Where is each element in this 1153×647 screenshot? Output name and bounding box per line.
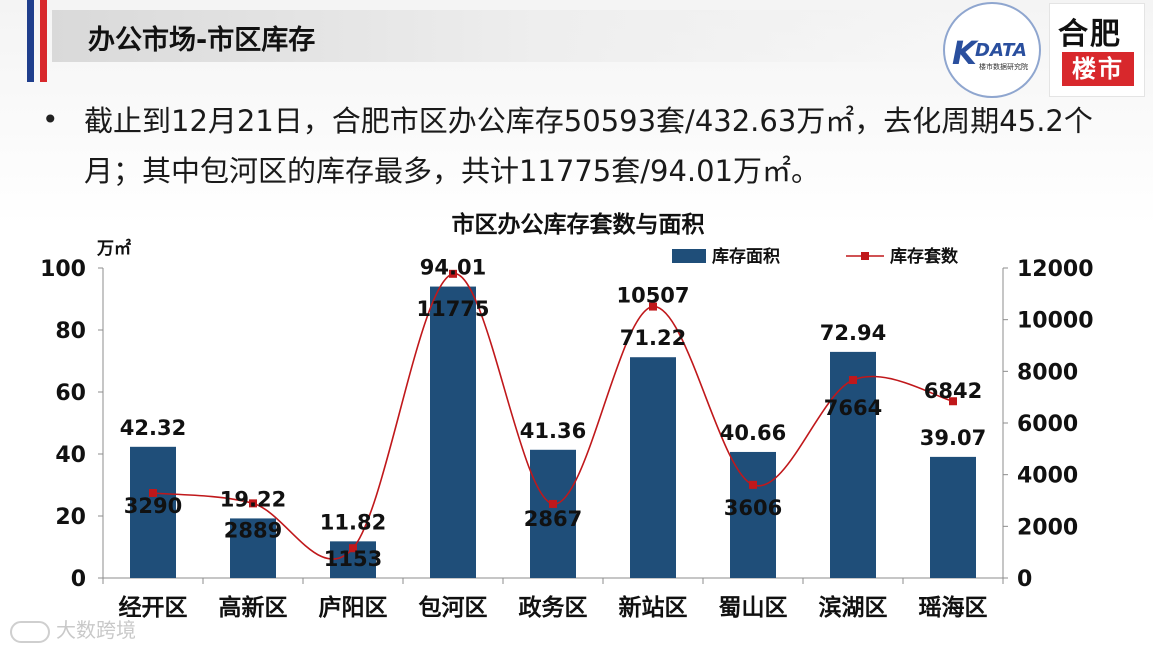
bar-value-label: 94.01 — [420, 256, 486, 280]
accent-stripe-red — [40, 0, 47, 82]
right-axis-tick-label: 8000 — [1017, 360, 1078, 385]
summary-text: 截止到12月21日，合肥市区办公库存50593套/432.63万㎡，去化周期45… — [84, 104, 1093, 188]
units-point-高新区 — [249, 499, 257, 508]
units-point-滨湖区 — [849, 376, 857, 385]
left-axis-unit: 万㎡ — [96, 238, 131, 259]
category-label: 高新区 — [219, 594, 288, 621]
kdata-logo-subtitle: 楼市数据研究院 — [979, 63, 1028, 71]
legend-bar-swatch — [672, 249, 706, 263]
bar-政务区 — [530, 449, 576, 578]
bar-瑶海区 — [930, 456, 976, 578]
right-axis-tick-label: 2000 — [1017, 515, 1078, 540]
category-label: 包河区 — [419, 594, 488, 621]
line-value-label: 10507 — [616, 284, 689, 308]
left-axis-tick-label: 20 — [55, 505, 86, 530]
bar-蜀山区 — [730, 451, 776, 578]
legend-bar-label: 库存面积 — [712, 246, 780, 267]
bar-滨湖区 — [830, 351, 876, 578]
line-value-label: 2889 — [224, 518, 282, 542]
kdata-logo: K DATA 楼市数据研究院 — [943, 2, 1041, 98]
page-title: 办公市场-市区库存 — [88, 25, 316, 56]
right-axis-tick-label: 12000 — [1017, 257, 1094, 282]
left-axis-tick-label: 0 — [71, 567, 86, 592]
units-point-蜀山区 — [749, 480, 757, 489]
units-point-新站区 — [649, 302, 657, 311]
right-axis-tick-label: 4000 — [1017, 464, 1078, 489]
left-axis-tick-label: 60 — [55, 381, 86, 406]
bar-value-label: 41.36 — [520, 419, 586, 443]
left-axis-tick-label: 40 — [55, 443, 86, 468]
bar-包河区 — [430, 286, 476, 578]
right-axis-tick-label: 10000 — [1017, 309, 1094, 334]
bar-value-label: 42.32 — [120, 416, 186, 440]
units-point-包河区 — [449, 269, 457, 278]
line-value-label: 11775 — [416, 297, 489, 321]
left-axis-tick-label: 100 — [40, 257, 86, 282]
units-point-政务区 — [549, 499, 557, 508]
line-value-label: 3606 — [724, 496, 782, 520]
line-value-label: 7664 — [824, 396, 882, 420]
bar-新站区 — [630, 357, 676, 578]
bar-value-label: 72.94 — [820, 321, 886, 345]
hefei-logo-top: 合肥 — [1058, 17, 1122, 52]
category-label: 瑶海区 — [919, 594, 988, 621]
bar-value-label: 71.22 — [620, 326, 686, 350]
kdata-logo-letter: K — [952, 34, 977, 72]
category-label: 庐阳区 — [319, 594, 388, 621]
bar-value-label: 19.22 — [220, 487, 286, 511]
category-label: 蜀山区 — [719, 595, 788, 621]
watermark-text: 大数跨境 — [56, 618, 136, 642]
bar-value-label: 39.07 — [920, 426, 986, 450]
accent-stripe-blue — [27, 0, 34, 82]
bullet-dot: • — [42, 103, 59, 136]
units-point-庐阳区 — [349, 544, 357, 553]
category-label: 经开区 — [119, 594, 188, 621]
bar-高新区 — [230, 518, 276, 578]
right-axis-tick-label: 0 — [1017, 567, 1032, 592]
legend-line-marker — [861, 252, 869, 260]
left-axis-tick-label: 80 — [55, 319, 86, 344]
legend-line-label: 库存套数 — [890, 246, 959, 267]
hefei-logo-bottom: 楼市 — [1062, 52, 1134, 86]
units-point-瑶海区 — [949, 397, 957, 406]
title-bar — [52, 10, 942, 62]
line-value-label: 1153 — [324, 547, 382, 571]
category-label: 滨湖区 — [819, 594, 888, 621]
category-label: 政务区 — [519, 595, 588, 621]
line-value-label: 3290 — [124, 494, 182, 518]
bar-value-label: 11.82 — [320, 510, 386, 534]
units-point-经开区 — [149, 489, 157, 498]
right-axis-tick-label: 6000 — [1017, 412, 1078, 437]
kdata-logo-word: DATA — [975, 40, 1027, 61]
watermark: 大数跨境 — [10, 614, 136, 643]
watermark-logo-icon — [10, 620, 50, 643]
chart-title: 市区办公库存套数与面积 — [452, 211, 705, 238]
bar-经开区 — [130, 446, 176, 578]
bar-value-label: 40.66 — [720, 421, 786, 445]
line-value-label: 6842 — [924, 379, 982, 403]
category-label: 新站区 — [619, 594, 688, 621]
line-value-label: 2867 — [524, 507, 582, 531]
hefei-loushi-logo: 合肥 楼市 — [1049, 3, 1145, 97]
